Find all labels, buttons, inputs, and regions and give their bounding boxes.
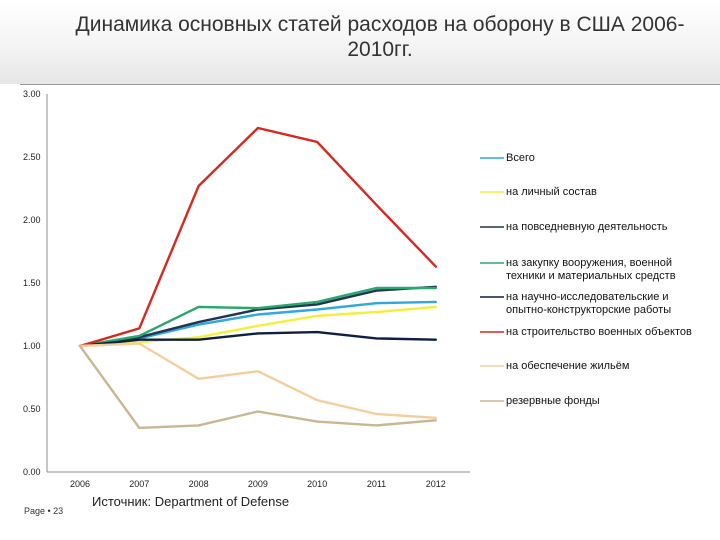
y-tick-label: 2.00	[23, 215, 41, 225]
series-line	[78, 285, 437, 348]
y-tick-labels: 0.00 0.50 1.00 1.50 2.00 2.50 3.00	[23, 89, 41, 477]
series-lines	[78, 126, 437, 430]
series-line	[78, 286, 437, 348]
series-line	[78, 305, 437, 348]
series-line	[78, 126, 437, 348]
x-tick-label: 2008	[189, 479, 209, 489]
legend-label: Всего	[506, 152, 535, 164]
y-tick-label: 1.00	[23, 341, 41, 351]
legend: Всего на личный состав на повседневную дея…	[480, 152, 692, 407]
page-number: Page • 23	[24, 506, 64, 516]
y-tick-label: 2.50	[23, 152, 41, 162]
series-line	[78, 342, 437, 419]
y-tick-label: 3.00	[23, 89, 41, 99]
line-chart: 0.000.501.001.502.002.503.00 2006 2007 200…	[23, 89, 692, 489]
legend-label: опытно-конструкторские работы	[506, 304, 671, 316]
y-tick-label: 1.50	[23, 278, 41, 288]
legend-label: на научно-исследовательские и	[506, 291, 669, 303]
legend-label: резервные фонды	[506, 395, 600, 407]
y-tick-label: 0.50	[23, 404, 41, 414]
x-tick-label: 2006	[70, 479, 90, 489]
axes	[46, 94, 470, 473]
chart-title: Динамика основных статей расходов на обо…	[40, 12, 720, 62]
legend-label: на закупку вооружения, военной	[506, 257, 672, 269]
title-band: Динамика основных статей расходов на обо…	[0, 0, 720, 84]
x-tick-label: 2007	[129, 479, 149, 489]
chart-title-line-1: Динамика основных статей расходов на обо…	[75, 13, 685, 36]
legend-label: на обеспечение жильём	[506, 360, 629, 372]
chart-area: 0.00 0.50 1.00 1.50 2.00 2.50 3.00 2006 2007 200…	[20, 84, 720, 525]
legend-label: на повседневную деятельность	[506, 221, 668, 233]
source-note: Источник: Department of Defense	[92, 494, 290, 509]
x-tick-label: 2011	[367, 479, 386, 489]
legend-label: техники и материальных средств	[506, 270, 676, 282]
legend-label: на строительство военных объектов	[506, 326, 692, 338]
legend-label: на личный состав	[506, 186, 597, 198]
x-tick-label: 2012	[426, 479, 446, 489]
chart-title-line-2: 2010гг.	[347, 38, 413, 61]
x-tick-labels: 2006 2007 2008 2009 2010 2011 2012	[70, 479, 446, 489]
y-tick-label: 0.00	[23, 467, 41, 477]
series-line	[78, 344, 437, 430]
series-line	[78, 330, 437, 348]
x-tick-label: 2010	[307, 479, 327, 489]
x-tick-label: 2009	[248, 479, 268, 489]
